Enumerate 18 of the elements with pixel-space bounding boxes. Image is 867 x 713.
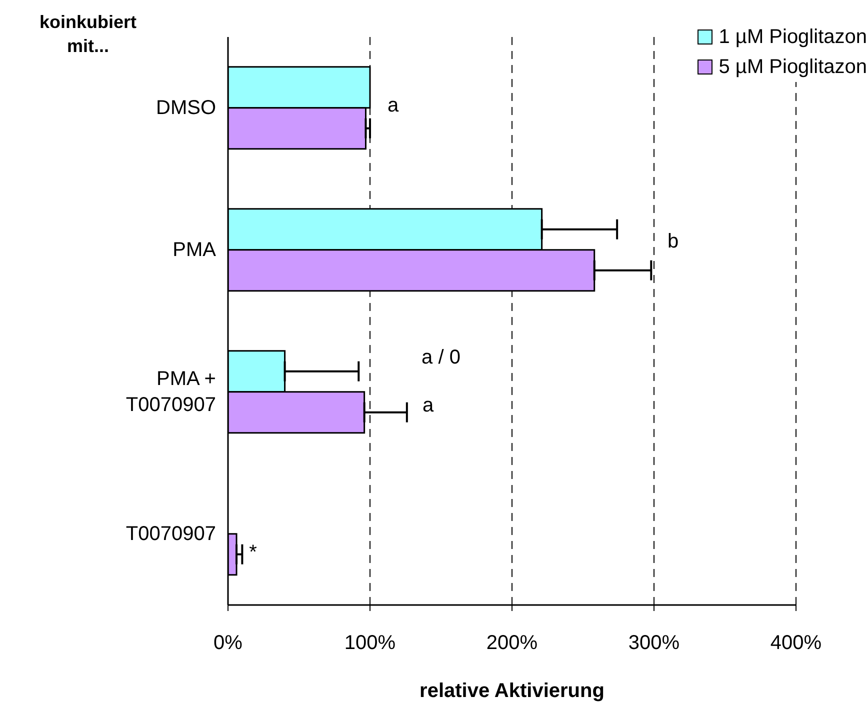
y-axis-title: koinkubiert mit... <box>38 11 138 58</box>
y-tick-label: PMA <box>172 239 217 261</box>
x-tick-label: 0% <box>214 632 243 654</box>
annotation: a / 0 <box>422 346 460 370</box>
y-tick-label: T0070907 <box>126 523 216 545</box>
x-tick-label: 300% <box>628 632 680 654</box>
annotation: * <box>249 542 257 564</box>
x-tick-label: 100% <box>344 632 396 654</box>
legend-label: 5 µM Pioglitazon <box>718 55 867 80</box>
x-axis-title: relative Aktivierung <box>420 680 604 702</box>
annotation: a <box>387 94 399 118</box>
y-tick-label: PMA + T0070907 <box>126 368 216 416</box>
y-tick-label: DMSO <box>156 97 216 119</box>
x-tick-label: 200% <box>486 632 538 654</box>
annotation: a <box>422 394 434 418</box>
x-tick-label: 400% <box>770 632 822 654</box>
legend-label: 1 µM Pioglitazon <box>718 25 867 50</box>
annotation: b <box>667 230 679 254</box>
